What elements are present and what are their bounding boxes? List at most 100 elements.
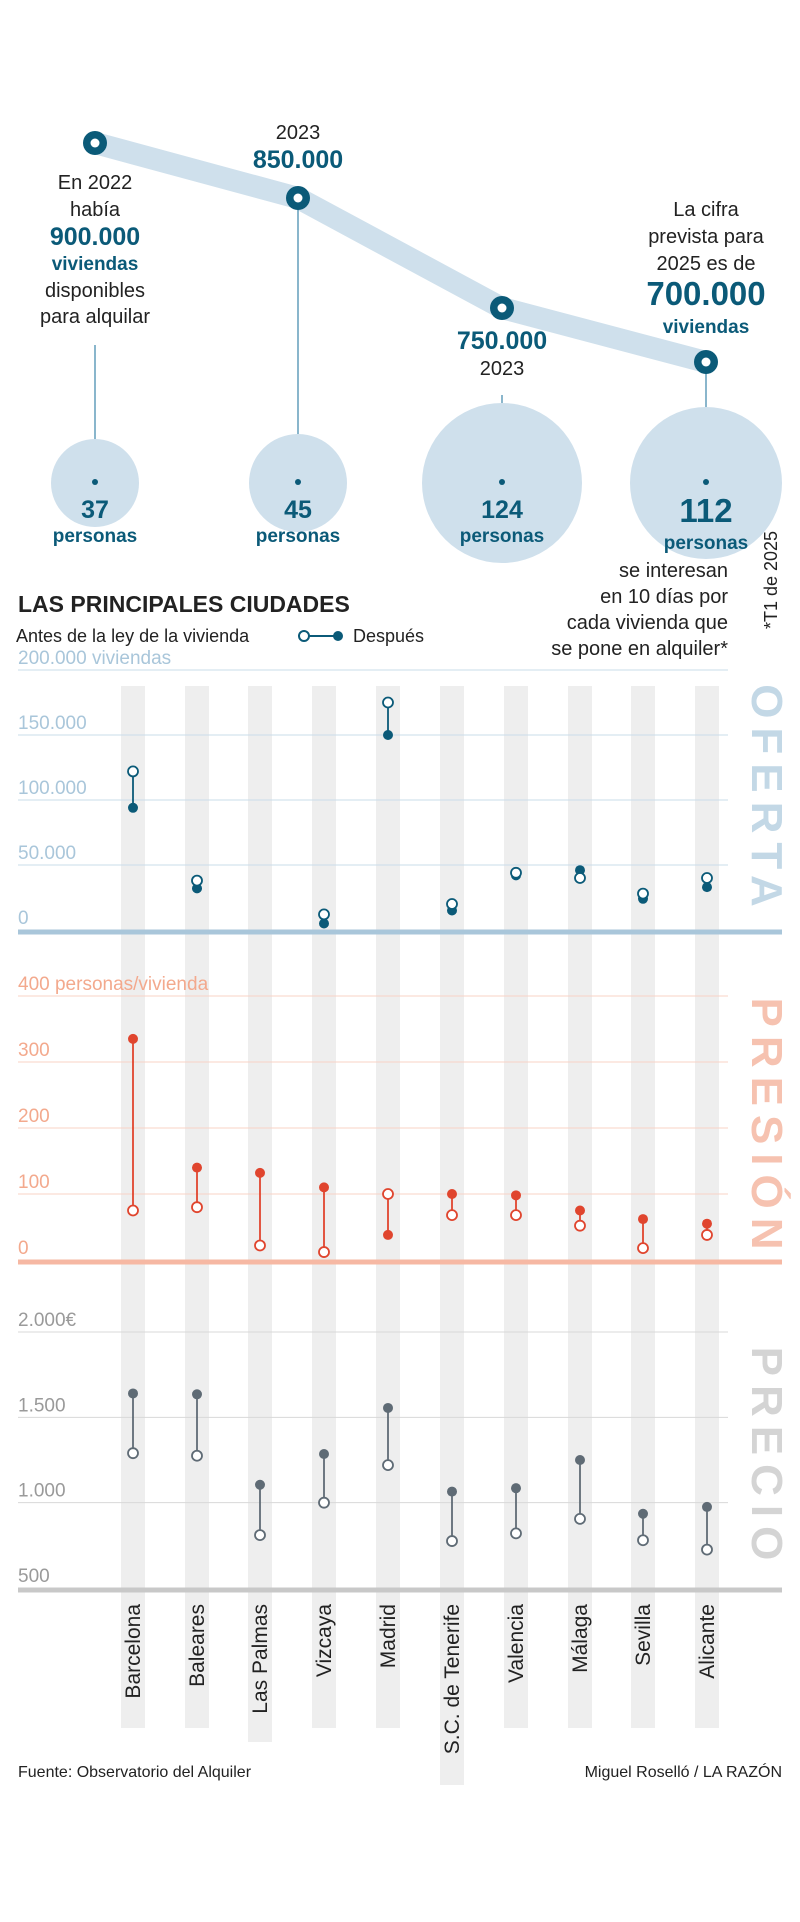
point-after <box>702 882 712 893</box>
bubble-num: 124 <box>481 496 523 524</box>
point-after <box>383 1229 393 1240</box>
point-after <box>638 1214 648 1225</box>
city-label: Alicante <box>696 1604 719 1679</box>
point-before <box>574 872 586 884</box>
point-after <box>511 1190 521 1201</box>
point-after <box>128 1388 138 1399</box>
note-line: se pone en alquiler* <box>551 638 728 660</box>
p2025-value: 700.000 <box>646 275 765 312</box>
p2025-pre1: La cifra <box>673 199 739 221</box>
point-after <box>192 1162 202 1173</box>
trend-marker-2023a <box>286 186 310 210</box>
panel-title: PRECIO <box>742 1347 791 1570</box>
p2025-pre3: 2025 es de <box>657 253 756 275</box>
y-tick-label: 0 <box>18 1238 29 1259</box>
point-before <box>701 1543 713 1556</box>
city-band <box>440 686 464 1785</box>
point-before <box>510 1209 522 1222</box>
bubble-label: personas <box>664 533 748 554</box>
point-before <box>382 696 394 709</box>
point-before <box>701 872 713 884</box>
city-bands <box>121 686 719 1785</box>
city-label: Vizcaya <box>313 1604 336 1677</box>
p2022-post1: disponibles <box>45 280 145 302</box>
p2023a-year: 2023 <box>276 122 321 144</box>
panel-title: OFERTA <box>742 684 791 916</box>
legend-before-marker <box>298 630 310 642</box>
y-tick-label: 50.000 <box>18 843 76 864</box>
y-tick-label: 2.000€ <box>18 1310 77 1331</box>
legend-swatch <box>298 630 343 642</box>
point-before <box>318 1246 330 1258</box>
city-band <box>695 686 719 1728</box>
point-after <box>128 802 138 813</box>
trend-marker-2022 <box>83 131 107 155</box>
point-before <box>318 908 330 921</box>
legend-after-marker <box>333 631 343 641</box>
note-line: se interesan <box>619 560 728 582</box>
trend-band <box>84 132 717 373</box>
bubble-label: personas <box>53 526 137 547</box>
p2022-pre: En 2022 <box>58 172 133 194</box>
point-after <box>638 1508 648 1519</box>
note-line: en 10 días por <box>600 586 728 608</box>
footnote: *T1 de 2025 <box>761 531 781 629</box>
point-before <box>191 1449 203 1462</box>
point-before <box>191 874 203 887</box>
y-tick-label: 200.000 viviendas <box>18 648 171 669</box>
point-after <box>383 1402 393 1413</box>
point-after <box>575 1205 585 1216</box>
city-label: Baleares <box>186 1604 209 1687</box>
legend-before-label: Antes de la ley de la vivienda <box>16 626 250 646</box>
point-before <box>191 1201 203 1214</box>
point-after <box>319 918 329 929</box>
bubble-dot <box>703 479 709 485</box>
city-label: S.C. de Tenerife <box>441 1604 464 1754</box>
city-labels: Barcelona Baleares Las Palmas Vizcaya Madrid… <box>122 1604 719 1755</box>
y-tick-label: 1.000 <box>18 1481 66 1502</box>
y-tick-label: 0 <box>18 908 29 929</box>
y-tick-label: 400 personas/vivienda <box>18 974 209 995</box>
point-before <box>637 1242 649 1255</box>
point-before <box>318 1496 330 1509</box>
city-label: Málaga <box>569 1604 592 1673</box>
point-before <box>127 1204 139 1217</box>
point-after <box>383 730 393 740</box>
point-before <box>446 1535 458 1547</box>
point-after <box>511 1483 521 1494</box>
point-before <box>574 1219 586 1232</box>
point-after <box>575 1455 585 1465</box>
y-tick-label: 150.000 <box>18 713 87 734</box>
section-title: LAS PRINCIPALES CIUDADES <box>18 591 350 617</box>
p2023a-value: 850.000 <box>253 146 343 174</box>
bubble-dot <box>295 479 301 485</box>
p2025-unit: viviendas <box>663 317 750 338</box>
city-label: Las Palmas <box>249 1604 272 1714</box>
point-before <box>510 1527 522 1540</box>
source: Fuente: Observatorio del Alquiler <box>18 1764 252 1781</box>
point-after <box>319 1182 329 1193</box>
city-label: Madrid <box>377 1604 400 1668</box>
y-tick-label: 300 <box>18 1040 50 1061</box>
point-before <box>127 765 139 778</box>
panel-oferta: 0 50.000 100.000 150.000 200.000 viviendas OF… <box>18 648 791 935</box>
y-tick-label: 200 <box>18 1106 50 1127</box>
city-label: Barcelona <box>122 1604 145 1699</box>
city-band <box>631 686 655 1728</box>
p2023b-year: 2023 <box>480 358 525 380</box>
point-before <box>127 1447 139 1460</box>
p2022-pre2: había <box>70 199 121 221</box>
point-before <box>254 1239 266 1252</box>
city-label: Sevilla <box>632 1604 655 1666</box>
panel-presion: 0 100 200 300 400 personas/vivienda PRESIÓN <box>18 974 792 1265</box>
point-before <box>382 1459 394 1472</box>
point-before <box>637 887 649 900</box>
point-after <box>447 1486 457 1497</box>
y-tick-label: 500 <box>18 1566 50 1587</box>
bubble-dot <box>499 479 505 485</box>
point-after <box>702 1501 712 1512</box>
point-after <box>255 1167 265 1178</box>
point-before <box>254 1529 266 1541</box>
point-before <box>701 1229 713 1241</box>
